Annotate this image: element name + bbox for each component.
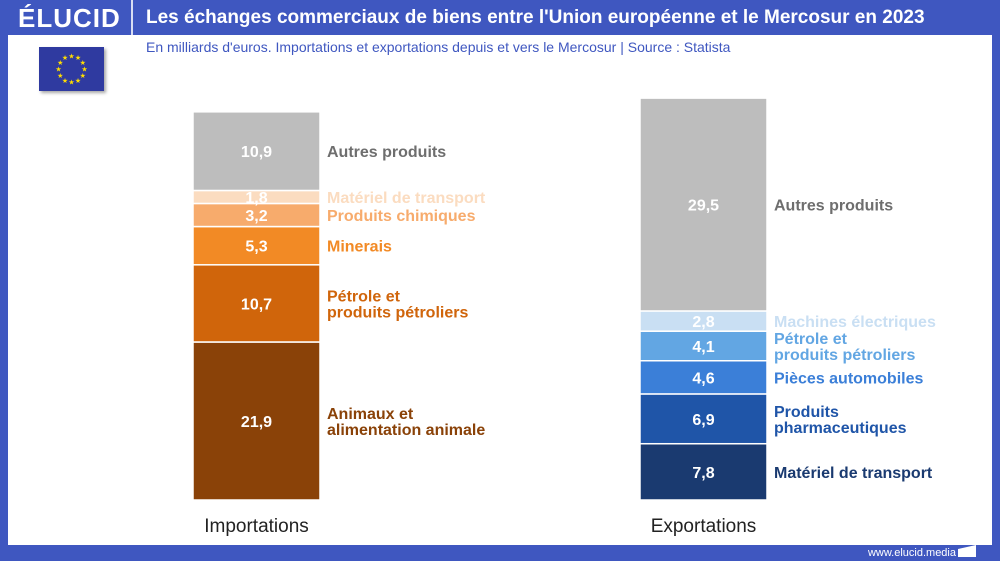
elucid-logo: ÉLUCID (18, 3, 121, 33)
svg-text:★: ★ (57, 59, 63, 67)
header: ÉLUCID Les échanges commerciaux de biens… (0, 0, 1000, 35)
data-label: 21,9 (241, 414, 272, 431)
chart-panel: En milliards d'euros. Importations et ex… (8, 35, 992, 545)
segment-category-label: Machines électriques (774, 314, 936, 331)
svg-text:★: ★ (80, 59, 86, 67)
segment-category-label: Autres produits (774, 198, 893, 215)
segment-category-label: Pétrole et produits pétroliers (327, 288, 468, 321)
eu-flag-icon: ★ ★ ★ ★ ★ ★ ★ ★ ★ ★ ★ ★ (39, 47, 104, 91)
data-label: 1,8 (245, 190, 267, 207)
data-label: 4,1 (692, 339, 714, 356)
segment-category-label: Minerais (327, 239, 392, 256)
bar-segment (639, 97, 768, 312)
segment-category-label: Animaux et alimentation animale (327, 406, 485, 439)
segment-category-label: Matériel de transport (774, 465, 933, 482)
segment-category-label: Produits chimiques (327, 208, 476, 225)
data-label: 5,3 (245, 239, 267, 256)
bar-segment (192, 225, 321, 266)
chart-subtitle: En milliards d'euros. Importations et ex… (146, 39, 731, 55)
svg-text:★: ★ (62, 54, 68, 62)
data-label: 6,9 (692, 412, 714, 429)
svg-text:★: ★ (75, 54, 81, 62)
segment-category-label: Pièces automobiles (774, 370, 923, 387)
segment-category-label: Produits pharmaceutiques (774, 404, 907, 437)
bar-segment (192, 111, 321, 192)
svg-text:★: ★ (80, 72, 86, 80)
data-label: 7,8 (692, 465, 714, 482)
bar-segment (639, 330, 768, 362)
elucid-mark-icon (958, 545, 976, 557)
bar-segment (192, 341, 321, 501)
data-label: 10,9 (241, 144, 272, 161)
segment-category-label: Matériel de transport (327, 190, 486, 207)
data-label: 10,7 (241, 296, 272, 313)
data-label: 3,2 (245, 208, 267, 225)
data-label: 2,8 (692, 314, 714, 331)
svg-text:★: ★ (57, 72, 63, 80)
bar-segment (639, 360, 768, 395)
svg-text:★: ★ (81, 66, 87, 74)
svg-text:★: ★ (68, 79, 74, 87)
chart-title: Les échanges commerciaux de biens entre … (146, 7, 925, 28)
data-label: 4,6 (692, 370, 714, 387)
category-label: Importations (204, 516, 309, 537)
segment-category-label: Autres produits (327, 144, 446, 161)
svg-text:★: ★ (68, 53, 74, 61)
bar-segment (192, 264, 321, 343)
data-label: 29,5 (688, 198, 719, 215)
footer-url[interactable]: www.elucid.media (867, 547, 956, 559)
svg-text:★: ★ (55, 66, 61, 74)
svg-text:★: ★ (75, 77, 81, 85)
header-divider (131, 0, 133, 35)
segment-category-label: Pétrole et produits pétroliers (774, 331, 915, 364)
category-label: Exportations (651, 516, 757, 537)
bar-segment (639, 393, 768, 445)
svg-text:★: ★ (62, 77, 68, 85)
